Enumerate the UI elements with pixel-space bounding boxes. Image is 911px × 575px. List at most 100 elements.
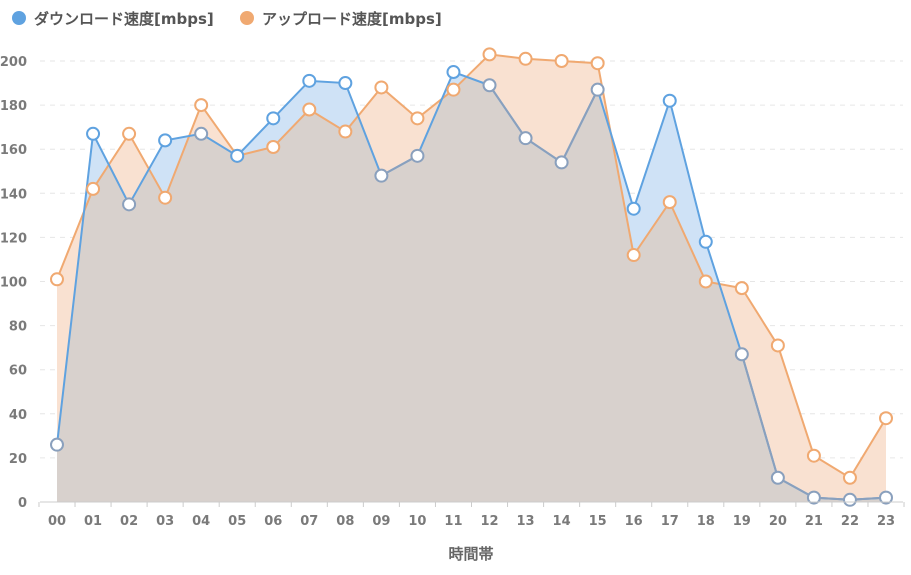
- x-axis-title: 時間帯: [448, 545, 493, 563]
- data-point-upload[interactable]: [518, 51, 533, 66]
- series-segment-download-muted: [525, 137, 563, 164]
- data-point-upload[interactable]: [770, 338, 785, 353]
- data-point-download[interactable]: [338, 76, 353, 91]
- x-tick-label: 02: [120, 514, 138, 529]
- x-tick-label: 06: [264, 514, 282, 529]
- data-point-upload[interactable]: [879, 411, 893, 426]
- y-tick-label: 160: [0, 143, 27, 158]
- y-tick-label: 20: [9, 452, 27, 467]
- x-tick-label: 22: [841, 514, 859, 529]
- data-point-download[interactable]: [806, 490, 821, 505]
- data-point-download[interactable]: [194, 126, 209, 141]
- data-point-upload[interactable]: [626, 248, 641, 263]
- data-point-upload[interactable]: [590, 56, 605, 71]
- legend: ダウンロード速度[mbps] アップロード速度[mbps]: [12, 10, 442, 28]
- data-point-upload[interactable]: [158, 190, 173, 205]
- y-tick-label: 120: [0, 231, 27, 246]
- x-tick-label: 13: [517, 514, 535, 529]
- data-point-download[interactable]: [879, 490, 893, 505]
- points-download: [50, 65, 893, 507]
- x-tick-label: 01: [84, 514, 102, 529]
- x-tick-label: 12: [480, 514, 498, 529]
- data-point-upload[interactable]: [410, 111, 425, 126]
- area-overlap: [57, 72, 886, 502]
- x-tick-label: 17: [661, 514, 679, 529]
- data-point-download[interactable]: [770, 470, 785, 485]
- x-tick-label: 16: [625, 514, 643, 529]
- series-segment-download-muted: [488, 84, 527, 139]
- x-axis-ticks: 00 01 02 03 04 05 06 07 08 09 10 11 12 13 14 15 16 17 18 19…: [38, 502, 905, 529]
- data-point-upload[interactable]: [266, 139, 281, 154]
- data-point-download[interactable]: [158, 133, 173, 148]
- x-tick-label: 10: [408, 514, 426, 529]
- data-point-download[interactable]: [842, 492, 857, 507]
- y-axis-ticks: 0 20 40 60 80 100 120 140 160 180 200: [0, 55, 27, 511]
- data-point-download[interactable]: [302, 73, 317, 88]
- data-point-download[interactable]: [374, 168, 389, 183]
- area-fills: [57, 54, 886, 502]
- series-line-upload: [56, 53, 887, 480]
- y-tick-label: 140: [0, 187, 27, 202]
- y-tick-label: 40: [9, 408, 27, 423]
- legend-label-download: ダウンロード速度[mbps]: [34, 10, 214, 28]
- data-point-download[interactable]: [554, 155, 569, 170]
- data-point-upload[interactable]: [194, 98, 209, 113]
- data-point-download[interactable]: [86, 126, 101, 141]
- series-segment-download-muted: [740, 353, 779, 479]
- data-point-download[interactable]: [482, 78, 497, 93]
- data-point-upload[interactable]: [482, 47, 497, 62]
- legend-marker-download: [12, 11, 26, 25]
- data-point-download[interactable]: [230, 148, 245, 163]
- data-point-download[interactable]: [518, 131, 533, 146]
- legend-marker-upload: [240, 11, 254, 25]
- data-point-upload[interactable]: [302, 102, 317, 117]
- data-point-download[interactable]: [698, 234, 713, 249]
- data-point-upload[interactable]: [122, 126, 137, 141]
- x-tick-label: 15: [589, 514, 607, 529]
- x-tick-label: 05: [228, 514, 246, 529]
- y-tick-label: 0: [18, 496, 27, 511]
- data-point-upload[interactable]: [446, 82, 461, 97]
- legend-item-download[interactable]: ダウンロード速度[mbps]: [12, 10, 214, 28]
- x-tick-label: 03: [156, 514, 174, 529]
- y-tick-label: 80: [9, 320, 27, 335]
- data-point-download[interactable]: [122, 197, 137, 212]
- y-tick-label: 60: [9, 364, 27, 379]
- x-tick-label: 14: [553, 514, 571, 529]
- x-tick-label: 07: [300, 514, 318, 529]
- data-point-download[interactable]: [410, 148, 425, 163]
- x-tick-label: 21: [805, 514, 823, 529]
- data-point-upload[interactable]: [842, 470, 857, 485]
- data-point-upload[interactable]: [662, 195, 677, 210]
- data-point-upload[interactable]: [50, 272, 64, 287]
- data-point-upload[interactable]: [734, 281, 749, 296]
- data-point-upload[interactable]: [698, 274, 713, 289]
- y-tick-label: 100: [0, 276, 27, 291]
- data-point-upload[interactable]: [338, 124, 353, 139]
- data-point-download[interactable]: [266, 111, 281, 126]
- x-tick-label: 04: [192, 514, 210, 529]
- data-point-upload[interactable]: [86, 181, 101, 196]
- data-point-upload[interactable]: [374, 80, 389, 95]
- data-point-download[interactable]: [590, 82, 605, 97]
- data-point-download[interactable]: [50, 437, 64, 452]
- x-tick-label: 08: [336, 514, 354, 529]
- points-upload: [50, 47, 893, 485]
- legend-item-upload[interactable]: アップロード速度[mbps]: [240, 10, 442, 28]
- series-segment-download-muted: [560, 89, 599, 163]
- x-tick-label: 23: [877, 514, 895, 529]
- data-point-download[interactable]: [734, 347, 749, 362]
- data-point-download[interactable]: [446, 65, 461, 80]
- x-tick-label: 11: [444, 514, 462, 529]
- data-point-upload[interactable]: [554, 54, 569, 68]
- data-point-download[interactable]: [626, 201, 641, 216]
- y-tick-label: 200: [0, 55, 27, 70]
- data-point-upload[interactable]: [806, 448, 821, 463]
- x-tick-label: 09: [372, 514, 390, 529]
- x-tick-label: 18: [697, 514, 715, 529]
- legend-label-upload: アップロード速度[mbps]: [262, 10, 442, 28]
- y-tick-label: 180: [0, 99, 27, 114]
- data-point-download[interactable]: [662, 93, 677, 108]
- x-tick-label: 19: [733, 514, 751, 529]
